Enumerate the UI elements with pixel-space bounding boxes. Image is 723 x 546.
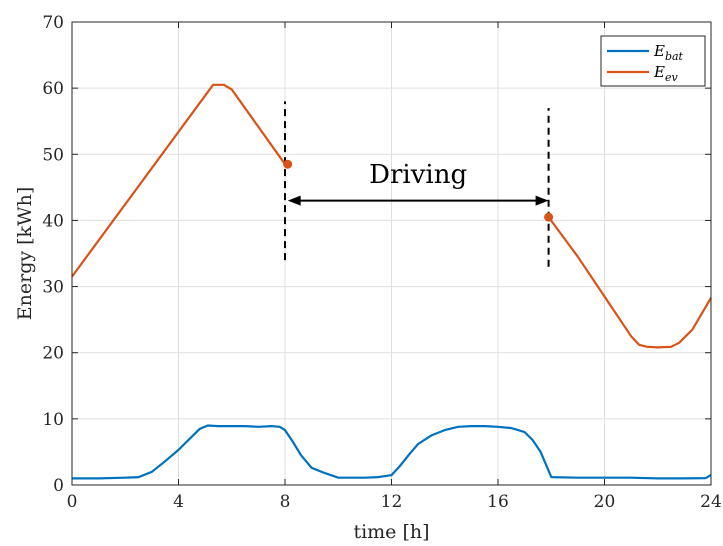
y-tick-label: 60 xyxy=(42,79,64,99)
x-tick-label: 8 xyxy=(280,492,291,512)
x-tick-label: 4 xyxy=(173,492,184,512)
y-axis-ticks: 0 10 20 30 40 50 60 70 xyxy=(42,13,711,496)
legend-box xyxy=(600,35,706,87)
annotations: Driving xyxy=(283,101,554,267)
driving-annotation-label: Driving xyxy=(369,160,467,190)
legend-label: Ebat xyxy=(653,42,684,63)
x-tick-label: 0 xyxy=(67,492,78,512)
x-axis-label: time [h] xyxy=(353,521,429,543)
plot-frame xyxy=(71,21,712,486)
y-tick-label: 30 xyxy=(42,278,64,298)
driving-arrow-head-left xyxy=(287,195,301,206)
y-tick-label: 70 xyxy=(42,13,64,33)
y-tick-label: 40 xyxy=(42,211,64,231)
x-tick-label: 16 xyxy=(487,492,509,512)
y-tick-label: 50 xyxy=(42,145,64,165)
event-marker xyxy=(544,212,554,222)
x-tick-label: 24 xyxy=(700,492,722,512)
y-tick-label: 20 xyxy=(42,344,64,364)
series-line-E_ev-segment-2 xyxy=(547,216,712,349)
legend-label: Eev xyxy=(653,63,678,84)
y-axis-label: Energy [kWh] xyxy=(14,187,36,320)
event-marker xyxy=(283,159,293,169)
x-axis-ticks: 0 4 8 12 16 20 24 xyxy=(67,22,722,512)
x-tick-label: 20 xyxy=(594,492,616,512)
y-tick-label: 0 xyxy=(53,476,64,496)
x-tick-label: 12 xyxy=(381,492,403,512)
series-line-E_bat xyxy=(72,424,712,480)
y-tick-label: 10 xyxy=(42,410,64,430)
driving-arrow-head-right xyxy=(535,195,549,206)
